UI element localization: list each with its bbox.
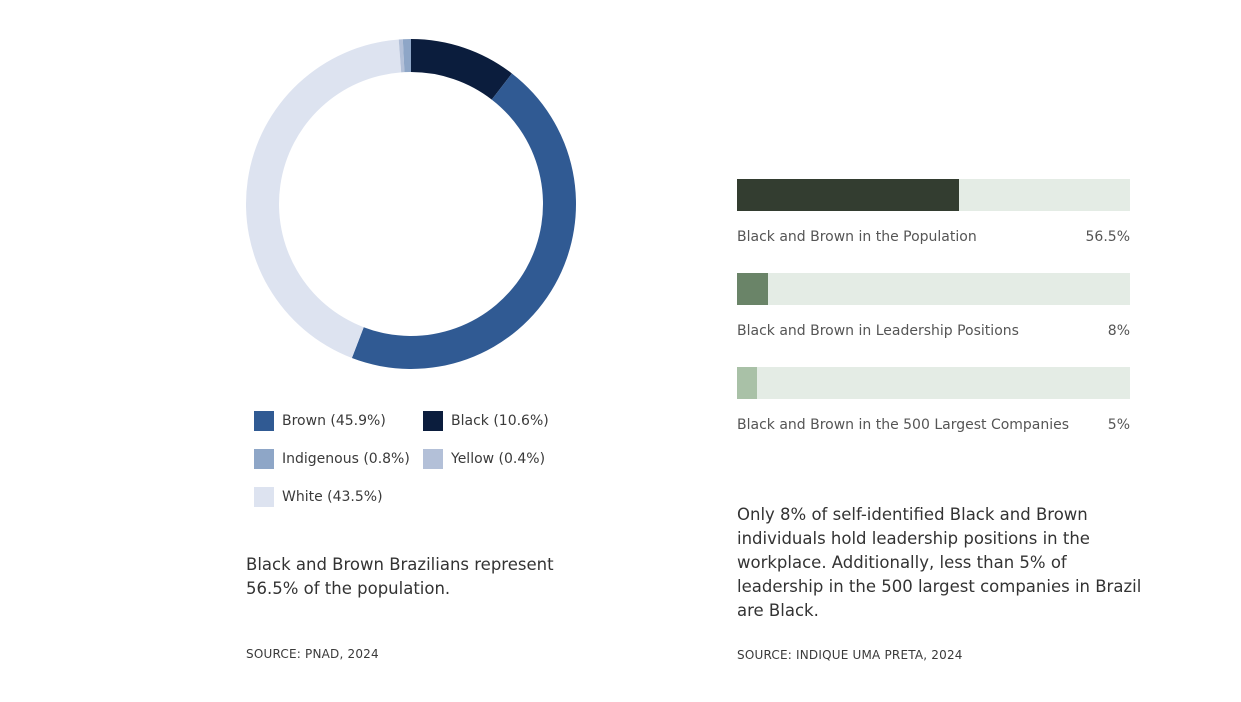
donut-caption: Black and Brown Brazilians represent 56.… — [246, 555, 554, 598]
legend-label-white: White (43.5%) — [282, 489, 383, 505]
legend-swatch-white — [254, 487, 274, 507]
legend-item-black: Black (10.6%) — [423, 411, 549, 431]
bar-leadership — [737, 273, 769, 305]
donut-chart — [246, 39, 576, 370]
legend-swatch-indigenous — [254, 449, 274, 469]
legend-label-yellow: Yellow (0.4%) — [451, 451, 546, 467]
legend-item-indigenous: Indigenous (0.8%) — [254, 449, 410, 469]
legend-swatch-yellow — [423, 449, 443, 469]
bar-value-companies: 5% — [1107, 417, 1130, 433]
donut-source: SOURCE: PNAD, 2024 — [246, 647, 379, 661]
donut-slice-black — [411, 39, 512, 100]
legend-item-white: White (43.5%) — [254, 487, 383, 507]
bar-label-population: Black and Brown in the Population — [737, 229, 977, 245]
bar-track-population — [737, 179, 1130, 211]
legend-label-indigenous: Indigenous (0.8%) — [282, 451, 410, 467]
bar-population — [737, 179, 960, 211]
legend-label-black: Black (10.6%) — [451, 413, 549, 429]
donut-slice-yellow — [398, 39, 405, 73]
bar-value-leadership: 8% — [1107, 323, 1130, 339]
legend-item-yellow: Yellow (0.4%) — [423, 449, 545, 469]
bars-source: SOURCE: INDIQUE UMA PRETA, 2024 — [737, 648, 963, 662]
bar-label-companies: Black and Brown in the 500 Largest Compa… — [737, 417, 1070, 433]
bar-value-population: 56.5% — [1085, 229, 1130, 245]
bar-label-leadership: Black and Brown in Leadership Positions — [737, 323, 1019, 339]
donut-slice-indigenous — [402, 39, 411, 73]
bar-track-leadership — [737, 273, 1130, 305]
bar-track-companies — [737, 367, 1130, 399]
legend-swatch-black — [423, 411, 443, 431]
bar-companies — [737, 367, 757, 399]
legend-swatch-brown — [254, 411, 274, 431]
bars-caption: Only 8% of self-identified Black and Bro… — [737, 505, 1142, 620]
donut-slice-white — [246, 39, 402, 359]
legend-item-brown: Brown (45.9%) — [254, 411, 386, 431]
legend-label-brown: Brown (45.9%) — [282, 413, 386, 429]
donut-slice-brown — [351, 73, 576, 370]
